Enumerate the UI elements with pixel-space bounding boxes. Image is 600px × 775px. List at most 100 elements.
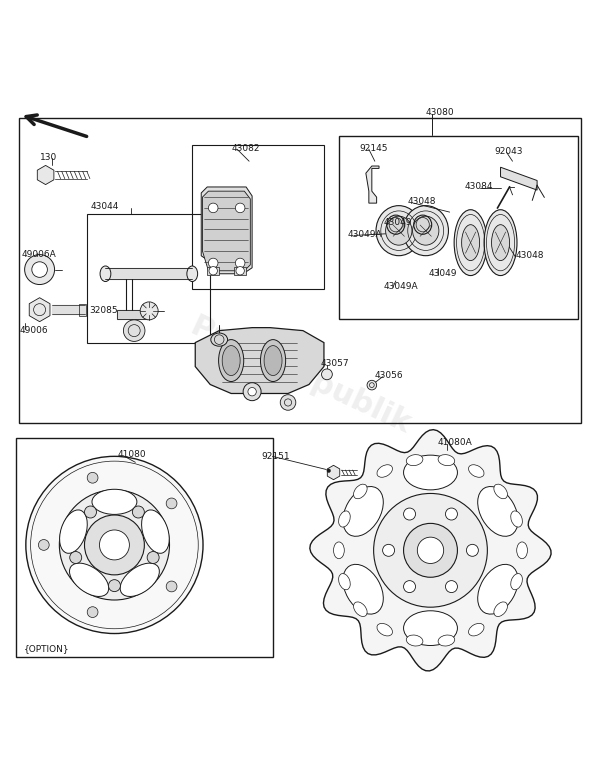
Text: 43049A: 43049A [348,230,383,239]
Circle shape [147,552,159,563]
Circle shape [248,388,256,396]
Circle shape [404,523,457,577]
Text: 130: 130 [40,153,57,161]
Text: 92151: 92151 [261,452,290,461]
Ellipse shape [338,511,350,527]
Ellipse shape [511,511,523,527]
Circle shape [85,506,97,518]
Circle shape [85,515,145,575]
Polygon shape [500,167,537,190]
Ellipse shape [377,465,392,477]
Text: 43048: 43048 [408,198,436,206]
Ellipse shape [187,266,197,281]
Ellipse shape [260,339,286,381]
Ellipse shape [403,205,448,256]
Ellipse shape [406,635,423,646]
Bar [19,118,581,423]
Ellipse shape [404,455,457,490]
Circle shape [140,302,158,320]
Circle shape [208,203,218,212]
Circle shape [466,544,478,556]
Ellipse shape [353,602,367,616]
Text: 43084: 43084 [464,182,493,191]
Circle shape [109,580,121,591]
Circle shape [209,267,217,275]
Circle shape [166,498,177,509]
Text: 43044: 43044 [91,202,119,211]
Ellipse shape [218,339,244,381]
Ellipse shape [461,225,479,260]
Ellipse shape [484,210,517,276]
Ellipse shape [478,564,518,614]
Circle shape [322,369,332,380]
Circle shape [70,552,82,563]
Circle shape [327,469,331,473]
Ellipse shape [377,623,392,636]
Text: 43049: 43049 [384,219,412,227]
Circle shape [243,383,261,401]
Bar [88,214,210,343]
Ellipse shape [343,487,383,536]
Circle shape [100,530,130,560]
Ellipse shape [211,333,227,346]
Bar [118,310,151,319]
Circle shape [235,203,245,212]
Circle shape [367,381,377,390]
Bar [339,136,578,319]
Circle shape [133,506,145,518]
Text: 49006: 49006 [20,326,49,335]
Text: 92043: 92043 [494,146,523,156]
Ellipse shape [478,487,518,536]
Text: PartsRepublik: PartsRepublik [185,312,415,439]
Polygon shape [201,187,252,274]
Ellipse shape [406,455,423,466]
Circle shape [124,320,145,342]
Text: 41080A: 41080A [437,438,472,447]
Circle shape [445,508,457,520]
Circle shape [26,456,203,633]
Ellipse shape [353,484,367,499]
Ellipse shape [59,510,87,553]
Text: {OPTION}: {OPTION} [23,645,69,653]
Text: 49006A: 49006A [22,250,56,259]
Text: 32085: 32085 [89,306,118,315]
Ellipse shape [413,216,439,245]
Bar [207,267,219,275]
Polygon shape [366,166,379,203]
Text: 43048: 43048 [515,251,544,260]
Bar [16,439,273,657]
Text: 43082: 43082 [231,143,260,153]
Text: 43080: 43080 [426,108,454,117]
Ellipse shape [343,564,383,614]
Circle shape [87,607,98,618]
Circle shape [383,544,395,556]
Text: 43057: 43057 [321,359,350,368]
Ellipse shape [494,602,508,616]
Circle shape [208,258,218,268]
Ellipse shape [338,574,350,590]
Text: 43056: 43056 [375,371,403,380]
Polygon shape [328,465,340,480]
Bar [192,145,324,289]
Ellipse shape [70,563,109,597]
Ellipse shape [264,346,282,376]
Ellipse shape [438,635,455,646]
Circle shape [280,394,296,410]
Ellipse shape [222,346,240,376]
Ellipse shape [334,542,344,559]
Circle shape [404,580,416,593]
Ellipse shape [469,465,484,477]
Circle shape [59,490,170,600]
Circle shape [445,580,457,593]
Bar [79,304,86,315]
Ellipse shape [494,484,508,499]
Ellipse shape [142,510,169,553]
Text: 43049A: 43049A [384,282,418,291]
Circle shape [38,539,49,550]
Text: 41080: 41080 [118,450,146,459]
Ellipse shape [92,489,137,515]
Circle shape [236,267,244,275]
Ellipse shape [491,225,509,260]
Ellipse shape [511,574,523,590]
Circle shape [87,473,98,483]
